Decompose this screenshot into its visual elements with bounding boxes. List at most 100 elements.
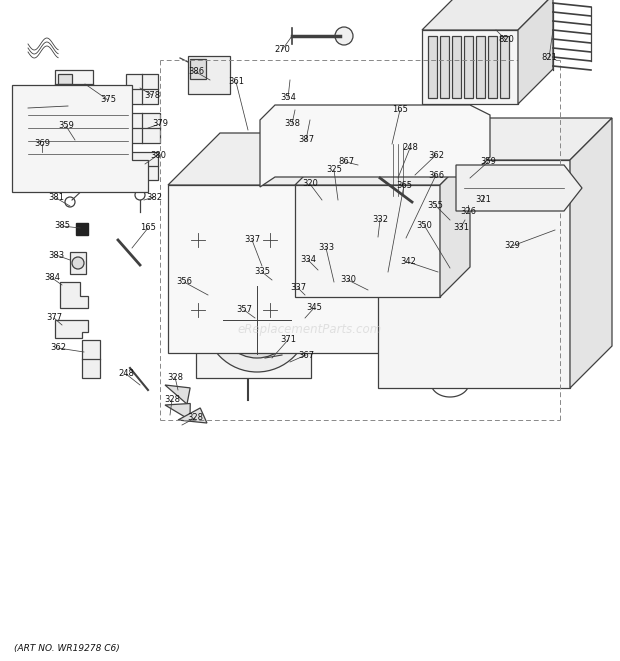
Circle shape bbox=[256, 266, 268, 278]
Bar bbox=[488, 36, 497, 98]
Text: 350: 350 bbox=[416, 221, 432, 229]
Text: 383: 383 bbox=[48, 251, 64, 260]
Circle shape bbox=[288, 308, 302, 322]
Text: 329: 329 bbox=[504, 241, 520, 251]
Text: 248: 248 bbox=[402, 143, 418, 153]
Circle shape bbox=[65, 197, 75, 207]
Polygon shape bbox=[388, 225, 410, 265]
Circle shape bbox=[135, 190, 145, 200]
Text: 380: 380 bbox=[150, 151, 166, 159]
Text: 367: 367 bbox=[298, 350, 314, 360]
Bar bbox=[126, 74, 158, 104]
Bar bbox=[428, 36, 437, 98]
Text: 332: 332 bbox=[372, 215, 388, 225]
Circle shape bbox=[268, 280, 280, 292]
Text: 820: 820 bbox=[498, 36, 514, 44]
Circle shape bbox=[335, 27, 353, 45]
Text: 354: 354 bbox=[280, 93, 296, 102]
Text: (ART NO. WR19278 C6): (ART NO. WR19278 C6) bbox=[14, 644, 120, 652]
Bar bbox=[15, 130, 67, 174]
Polygon shape bbox=[440, 155, 470, 297]
Bar bbox=[260, 352, 272, 362]
Bar bbox=[188, 56, 230, 94]
Text: 330: 330 bbox=[340, 276, 356, 284]
Text: 356: 356 bbox=[176, 278, 192, 286]
Text: 366: 366 bbox=[428, 171, 444, 180]
Text: 326: 326 bbox=[460, 208, 476, 217]
Bar bbox=[58, 74, 72, 84]
Circle shape bbox=[72, 257, 84, 269]
Bar bbox=[76, 223, 88, 235]
Text: 384: 384 bbox=[44, 274, 60, 282]
Bar bbox=[476, 36, 485, 98]
Polygon shape bbox=[368, 268, 390, 280]
Polygon shape bbox=[396, 133, 448, 353]
Bar bbox=[196, 270, 311, 378]
Polygon shape bbox=[570, 118, 612, 388]
Text: 165: 165 bbox=[392, 106, 408, 114]
Polygon shape bbox=[295, 185, 440, 297]
Bar bbox=[70, 252, 86, 274]
Circle shape bbox=[219, 282, 295, 358]
Text: 386: 386 bbox=[188, 67, 204, 77]
Text: 377: 377 bbox=[46, 313, 62, 323]
Circle shape bbox=[205, 268, 309, 372]
Text: 378: 378 bbox=[144, 91, 160, 100]
Text: 359: 359 bbox=[480, 157, 496, 167]
Text: 333: 333 bbox=[318, 243, 334, 253]
Text: 379: 379 bbox=[152, 120, 168, 128]
Polygon shape bbox=[378, 160, 570, 388]
Polygon shape bbox=[168, 133, 448, 185]
Circle shape bbox=[296, 279, 308, 291]
Circle shape bbox=[288, 278, 302, 292]
Polygon shape bbox=[378, 118, 612, 160]
Text: 385: 385 bbox=[54, 221, 70, 231]
Polygon shape bbox=[165, 385, 190, 404]
Circle shape bbox=[268, 268, 280, 280]
Text: 248: 248 bbox=[118, 369, 134, 379]
Polygon shape bbox=[12, 85, 148, 192]
Bar bbox=[55, 70, 93, 98]
Text: 355: 355 bbox=[427, 200, 443, 210]
Text: 357: 357 bbox=[236, 305, 252, 315]
Text: eReplacementParts.com: eReplacementParts.com bbox=[238, 323, 382, 336]
Bar bbox=[82, 340, 100, 378]
Polygon shape bbox=[518, 0, 553, 104]
Bar bbox=[452, 36, 461, 98]
Text: 387: 387 bbox=[298, 136, 314, 145]
Text: 335: 335 bbox=[254, 268, 270, 276]
Text: 328: 328 bbox=[164, 395, 180, 405]
Circle shape bbox=[325, 220, 365, 260]
Text: 328: 328 bbox=[187, 414, 203, 422]
Text: 381: 381 bbox=[48, 194, 64, 202]
Polygon shape bbox=[165, 403, 190, 420]
Text: 359: 359 bbox=[58, 122, 74, 130]
Text: 382: 382 bbox=[146, 192, 162, 202]
Text: 358: 358 bbox=[284, 120, 300, 128]
Polygon shape bbox=[168, 185, 396, 353]
Text: 362: 362 bbox=[428, 151, 444, 159]
Bar bbox=[388, 140, 412, 202]
Polygon shape bbox=[456, 165, 582, 211]
Text: 334: 334 bbox=[300, 256, 316, 264]
Text: 320: 320 bbox=[302, 180, 318, 188]
Text: 362: 362 bbox=[50, 344, 66, 352]
Text: 375: 375 bbox=[100, 95, 116, 104]
Bar bbox=[124, 113, 160, 143]
Polygon shape bbox=[55, 320, 88, 338]
Circle shape bbox=[323, 263, 333, 273]
Polygon shape bbox=[422, 0, 553, 30]
Bar bbox=[440, 36, 449, 98]
Text: 325: 325 bbox=[326, 165, 342, 175]
Text: 365: 365 bbox=[396, 180, 412, 190]
Circle shape bbox=[256, 254, 268, 266]
Circle shape bbox=[307, 261, 325, 279]
Bar bbox=[464, 36, 473, 98]
Text: 328: 328 bbox=[167, 373, 183, 381]
Text: 821: 821 bbox=[541, 54, 557, 63]
Circle shape bbox=[426, 259, 444, 277]
Circle shape bbox=[279, 353, 293, 367]
Circle shape bbox=[296, 291, 308, 303]
Polygon shape bbox=[295, 155, 470, 185]
Circle shape bbox=[325, 273, 339, 287]
